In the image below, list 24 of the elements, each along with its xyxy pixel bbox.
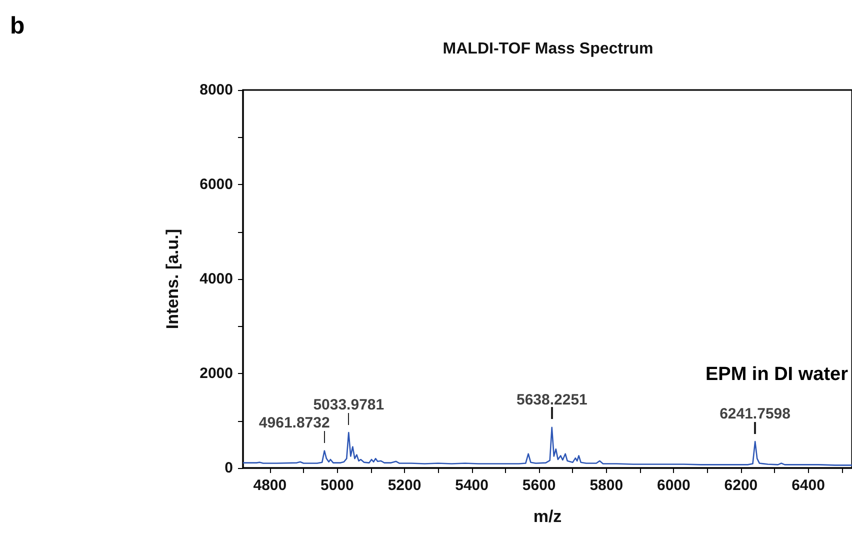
x-axis-title: m/z [533,507,562,526]
y-tick-label: 6000 [200,176,233,193]
x-tick-label: 5200 [388,477,422,494]
annotation: 5033.9781 [313,396,384,414]
line-series [242,426,852,466]
x-tick-label: 6400 [792,477,825,494]
y-tick-label: 8000 [200,82,233,98]
y-tick-label: 4000 [200,270,233,288]
x-tick-label: 6000 [656,477,690,494]
y-tick-label: 2000 [200,365,233,382]
y-tick-label: 0 [224,460,233,476]
annotation: EPM in DI water [705,364,849,385]
x-tick-label: 5800 [590,477,624,494]
annotation: 5638.2251 [516,391,588,408]
text: b [10,12,25,40]
chart-title: MALDI-TOF Mass Spectrum [442,40,654,58]
x-tick-label: 5000 [320,477,354,494]
annotation: 4961.8732 [258,414,330,432]
annotation: 6241.7598 [720,406,790,423]
x-tick-label: 5400 [455,477,488,494]
x-tick-label: 4800 [253,477,287,494]
y-axis-title: Intens. [a.u.] [163,228,182,330]
x-tick-label: 6200 [724,477,758,494]
x-tick-label: 5600 [522,477,556,494]
